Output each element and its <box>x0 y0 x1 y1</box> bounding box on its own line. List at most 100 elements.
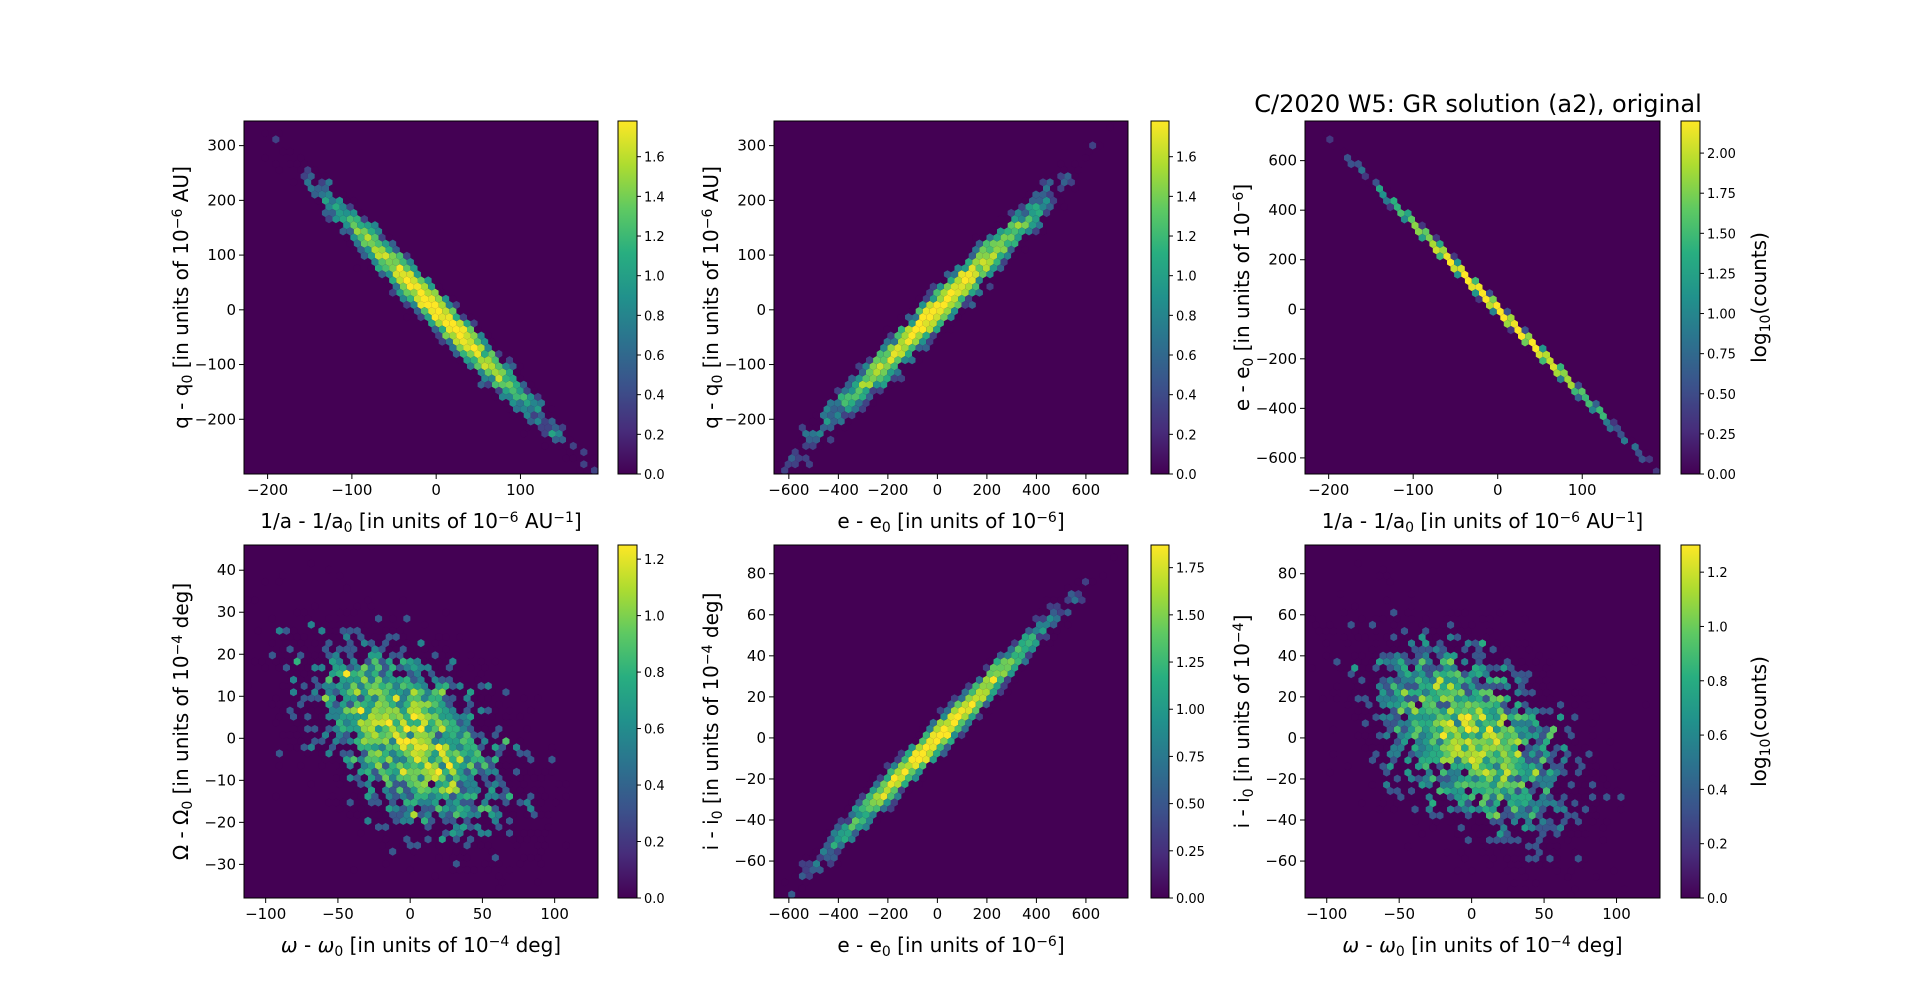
hexbin-cell <box>350 694 358 703</box>
hexbin-cell <box>559 435 567 444</box>
hexbin-cell <box>445 300 453 309</box>
hexbin-cell <box>975 288 983 297</box>
hexbin-cell <box>438 724 446 733</box>
hexbin-cell <box>1571 750 1579 759</box>
hexbin-cell <box>304 614 312 623</box>
hexbin-cell <box>1496 768 1504 777</box>
hexbin-cell <box>392 657 400 666</box>
hexbin-cell <box>901 767 909 776</box>
hexbin-cell <box>364 792 372 801</box>
hexbin-cell <box>261 663 269 672</box>
hexbin-cell <box>403 651 411 660</box>
hexbin-cell <box>887 804 895 813</box>
hexbin-cell <box>534 392 542 401</box>
hexbin-cell <box>1510 694 1518 703</box>
hexbin-cell <box>1425 793 1433 802</box>
hexbin-cell <box>1528 338 1536 347</box>
hexbin-cell <box>1454 829 1462 839</box>
hexbin-cell <box>523 798 531 807</box>
hexbin-cell <box>431 688 439 697</box>
x-tick-label: 0 <box>933 905 943 923</box>
hexbin-cell <box>986 669 994 678</box>
hexbin-cell <box>1510 706 1518 716</box>
hexbin-cell <box>367 773 375 783</box>
hexbin-cell <box>396 639 404 648</box>
hexbin-cell <box>1514 811 1522 820</box>
axes-frame <box>773 544 1129 899</box>
hexbin-cell <box>1521 836 1529 845</box>
hexbin-cell <box>1018 663 1026 672</box>
hexbin-cell <box>1425 233 1433 242</box>
label-segment: AU] <box>699 166 723 208</box>
hexbin-cell <box>1564 836 1572 845</box>
hexbin-cell <box>463 694 471 703</box>
hexbin-cell <box>1344 153 1352 162</box>
hexbin-cell <box>1050 608 1058 617</box>
hexbin-cell <box>1443 614 1451 623</box>
hexbin-cell <box>1386 639 1394 648</box>
hexbin-cell <box>1329 627 1337 636</box>
hexbin-cell <box>1631 442 1639 451</box>
hexbin-cell <box>1617 793 1625 802</box>
hexbin-cell <box>396 798 404 807</box>
label-segment: q - q <box>699 384 723 429</box>
hexbin-cell <box>442 681 450 691</box>
hexbin-cell <box>385 743 393 752</box>
label-segment: −6 <box>700 209 716 230</box>
hexbin-cell <box>449 792 457 801</box>
hexbin-cell <box>314 172 322 181</box>
hexbin-cell <box>1439 657 1447 666</box>
hexbin-cell <box>1408 688 1415 697</box>
hexbin-cell <box>403 663 411 672</box>
hexbin-cell <box>477 694 485 703</box>
hexbin-cell <box>1110 553 1118 562</box>
hexbin-layer <box>1322 129 1660 474</box>
hexbin-cell <box>382 798 390 807</box>
hexbin-cell <box>1376 682 1384 691</box>
hexbin-cell <box>360 712 368 721</box>
hexbin-cell <box>367 251 375 260</box>
hexbin-cell <box>336 706 344 715</box>
hexbin-cell <box>1000 669 1008 678</box>
hexbin-cell <box>1581 854 1589 863</box>
hexbin-cell <box>1000 245 1008 254</box>
hexbin-cell <box>1525 706 1533 716</box>
hexbin-cell <box>336 208 344 218</box>
hexbin-cell <box>1432 731 1440 740</box>
hexbin-cell <box>364 694 372 703</box>
hexbin-cell <box>360 215 368 224</box>
hexbin-cell <box>346 798 354 807</box>
hexbin-cell <box>311 737 319 746</box>
hexbin-cell <box>396 626 404 635</box>
hexbin-cell <box>442 694 450 703</box>
hexbin-cell <box>1589 756 1597 765</box>
hexbin-cell <box>410 300 418 309</box>
hexbin-cell <box>300 172 308 181</box>
hexbin-cell <box>406 792 414 801</box>
hexbin-cell <box>1525 780 1533 789</box>
hexbin-cell <box>1493 713 1501 722</box>
hexbin-cell <box>883 786 891 795</box>
hexbin-cell <box>300 681 308 691</box>
hexbin-cell <box>343 681 351 691</box>
hexbin-cell <box>1468 780 1476 789</box>
hexbin-cell <box>467 835 475 844</box>
hexbin-cell <box>286 669 294 678</box>
hexbin-cell <box>562 441 570 451</box>
hexbin-cell <box>530 411 538 420</box>
hexbin-cell <box>912 337 920 346</box>
hexbin-cell <box>1432 706 1440 716</box>
hexbin-cell <box>1471 786 1479 796</box>
hexbin-cell <box>314 657 322 666</box>
hexbin-cell <box>1071 172 1079 181</box>
y-tick-label: −30 <box>204 855 236 873</box>
hexbin-cell <box>452 325 460 334</box>
hexbin-cell <box>481 349 489 359</box>
hexbin-cell <box>353 761 361 770</box>
y-tick-label: −60 <box>1265 852 1297 870</box>
hexbin-cell <box>1461 694 1469 703</box>
hexbin-cell <box>399 596 407 605</box>
hexbin-cell <box>382 700 390 709</box>
hexbin-cell <box>1535 725 1543 734</box>
y-tick-label: 40 <box>217 561 236 579</box>
